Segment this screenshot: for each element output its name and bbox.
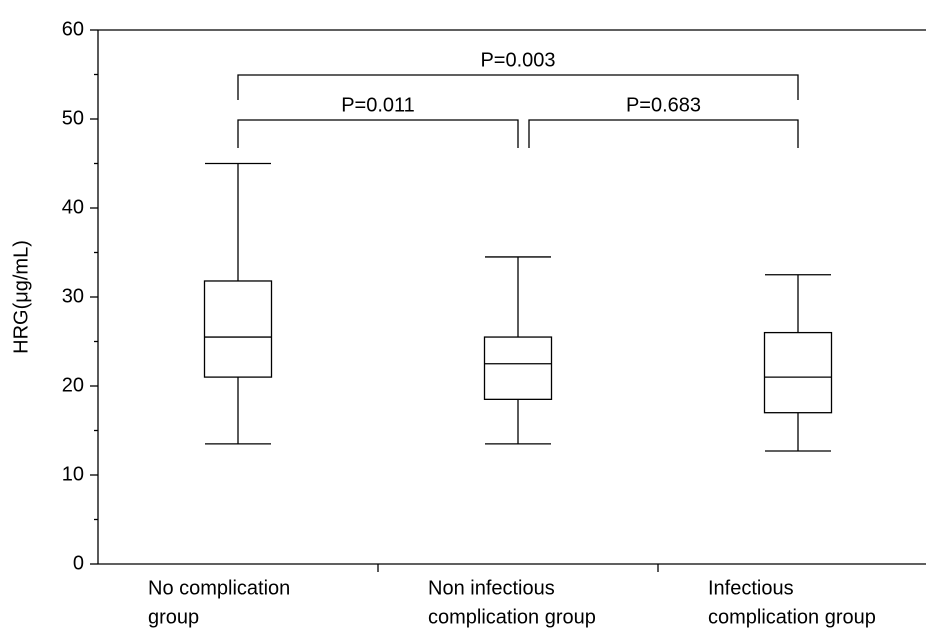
- significance-bracket: [237, 74, 799, 100]
- x-tick-label: No complication: [148, 577, 290, 599]
- y-tick-label: 30: [62, 285, 84, 307]
- significance-label: P=0.003: [480, 49, 555, 71]
- significance-label: P=0.683: [626, 94, 701, 116]
- y-tick-label: 50: [62, 107, 84, 129]
- box: [483, 336, 553, 400]
- box: [763, 331, 833, 414]
- box: [203, 280, 273, 378]
- x-tick-label: complication group: [708, 606, 876, 628]
- significance-label: P=0.011: [341, 94, 415, 116]
- x-tick-label: group: [148, 606, 199, 628]
- x-tick-label: complication group: [428, 606, 596, 628]
- x-tick-label: Non infectious: [428, 577, 555, 599]
- significance-bracket: [528, 119, 799, 148]
- significance-bracket: [237, 119, 519, 148]
- y-tick-label: 10: [62, 463, 84, 485]
- y-tick-label: 40: [62, 196, 84, 218]
- y-tick-label: 60: [62, 18, 84, 40]
- y-axis-label: HRG(μg/mL): [10, 240, 32, 354]
- y-tick-label: 0: [73, 552, 84, 574]
- x-tick-label: Infectious: [708, 577, 794, 599]
- y-tick-label: 20: [62, 374, 84, 396]
